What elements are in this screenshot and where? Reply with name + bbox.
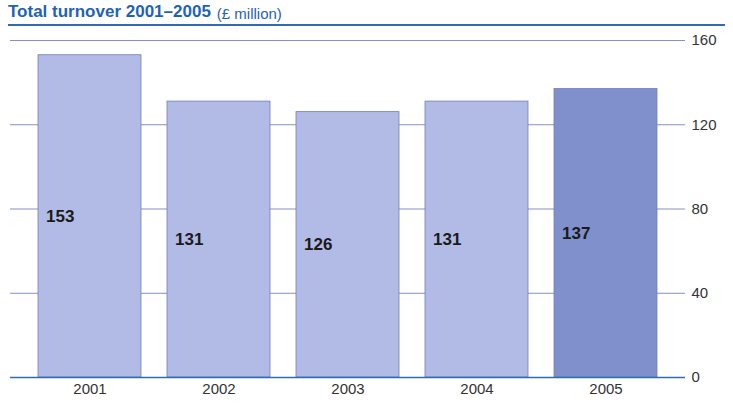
svg-text:0: 0 xyxy=(692,368,700,385)
svg-text:80: 80 xyxy=(692,200,709,217)
html-text:Total turnover 2001–2005 (£ mi: Total turnover 2001–2005 (£ million) xyxy=(8,2,282,22)
svg-text:120: 120 xyxy=(692,116,717,133)
svg-text:2003: 2003 xyxy=(331,380,364,397)
svg-text:131: 131 xyxy=(433,230,461,249)
svg-text:153: 153 xyxy=(46,207,74,226)
svg-text:2005: 2005 xyxy=(589,380,622,397)
svg-text:2001: 2001 xyxy=(73,380,106,397)
svg-text:131: 131 xyxy=(175,230,203,249)
svg-text:40: 40 xyxy=(692,284,709,301)
svg-text:160: 160 xyxy=(692,31,717,48)
svg-text:2002: 2002 xyxy=(202,380,235,397)
svg-text:137: 137 xyxy=(562,224,590,243)
svg-text:126: 126 xyxy=(304,235,332,254)
svg-text:2004: 2004 xyxy=(460,380,493,397)
